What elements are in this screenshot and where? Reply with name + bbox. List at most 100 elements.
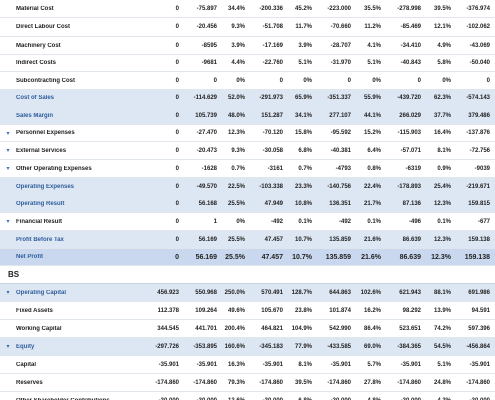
row-label: Operating Capital xyxy=(16,289,67,296)
percent-cell: -85.469 xyxy=(400,24,421,30)
percent-cell: -200.336 xyxy=(259,5,283,12)
value-cell: 4.1% xyxy=(367,42,381,49)
percent-cell: 159.815 xyxy=(468,201,490,207)
value-cell: 0 xyxy=(175,236,179,243)
value-cell: 22.4% xyxy=(363,183,381,190)
percent-cell: 0 xyxy=(279,77,283,84)
value-cell: 104.9% xyxy=(291,325,312,332)
percent-cell: -30.000 xyxy=(248,398,286,400)
value-cell: 24.8% xyxy=(433,379,451,386)
percent-cell: -102.062 xyxy=(466,24,490,30)
percent-cell: -30.000 xyxy=(384,398,424,400)
table-row: Material Cost 0 -75.897 34.4% -200.336 45.2% -… xyxy=(0,0,495,18)
table-row: Capital -35.901 -35.901 16.3% -35.901 8.1% -35… xyxy=(0,356,495,374)
value-cell: 54.5% xyxy=(433,343,451,350)
expand-chevron-icon[interactable]: ▾ xyxy=(6,166,10,172)
value-cell: 86.4% xyxy=(363,325,381,332)
value-cell: 3.9% xyxy=(231,42,245,49)
value-cell: 10.7% xyxy=(294,236,312,243)
percent-cell: 277.107 xyxy=(329,112,351,119)
value-cell: 25.5% xyxy=(227,201,245,207)
row-label: Reserves xyxy=(16,379,43,386)
expand-chevron-icon[interactable]: ▾ xyxy=(6,344,10,350)
value-cell: 0 xyxy=(175,253,179,261)
row-label: Financial Result xyxy=(16,218,63,225)
row-label: Working Capital xyxy=(16,325,62,332)
value-cell: 344.545 xyxy=(157,325,179,332)
row-label: Other Operating Expenses xyxy=(16,165,92,172)
percent-cell: -49.570 xyxy=(196,183,217,190)
percent-cell: -140.756 xyxy=(327,183,351,190)
value-cell: 0 xyxy=(175,130,179,136)
percent-cell: -27.470 xyxy=(196,130,217,136)
value-cell: 0 xyxy=(175,183,179,190)
percent-cell: -8595 xyxy=(201,42,217,49)
percent-cell: 464.821 xyxy=(261,325,283,332)
percent-cell: 159.138 xyxy=(468,236,490,243)
table-row: Fixed Assets 112.378 109.264 49.6% 105.670 23… xyxy=(0,302,495,320)
percent-cell: 691.986 xyxy=(468,289,490,296)
value-cell: 12.3% xyxy=(433,201,451,207)
percent-cell: 105.670 xyxy=(261,307,283,314)
row-label: Operating Result xyxy=(16,201,65,207)
table-row: Operating Expenses 0 -49.570 22.5% -103.338 2… xyxy=(0,178,495,196)
value-cell: 12.3% xyxy=(431,253,451,261)
percent-cell: -35.901 xyxy=(330,361,351,368)
value-cell: 21.6% xyxy=(361,253,381,261)
section-title: BS xyxy=(8,270,20,279)
percent-cell: -223.000 xyxy=(327,5,351,12)
percent-cell: 101.874 xyxy=(329,307,351,314)
value-cell: 79.3% xyxy=(227,379,245,386)
percent-cell: 47.457 xyxy=(264,236,283,243)
row-label: Profit Before Tax xyxy=(16,236,64,243)
percent-cell: 86.639 xyxy=(399,253,421,261)
value-cell: 5.1% xyxy=(367,60,381,66)
value-cell: 0 xyxy=(175,5,179,12)
section-header: BS xyxy=(0,266,495,284)
table-row: Working Capital 344.545 441.701 200.4% 464.8… xyxy=(0,320,495,338)
value-cell: 88.1% xyxy=(433,289,451,296)
percent-cell: 0 xyxy=(417,77,421,84)
percent-cell: -174.860 xyxy=(466,379,490,386)
value-cell: 21.6% xyxy=(363,236,381,243)
value-cell: 0.8% xyxy=(367,165,381,172)
percent-cell: -57.071 xyxy=(400,147,421,154)
row-label: Machinery Cost xyxy=(16,42,61,49)
value-cell: 0% xyxy=(442,77,451,84)
value-cell: 8.1% xyxy=(298,361,312,368)
value-cell: 0.1% xyxy=(367,218,381,225)
expand-chevron-icon[interactable]: ▾ xyxy=(6,219,10,225)
value-cell: 21.7% xyxy=(363,201,381,207)
value-cell: 9.3% xyxy=(231,147,245,154)
value-cell: 10.7% xyxy=(292,253,312,261)
row-label: Indirect Costs xyxy=(16,60,57,66)
percent-cell: 159.138 xyxy=(464,253,490,261)
value-cell: 160.6% xyxy=(224,343,245,350)
row-label: Fixed Assets xyxy=(16,307,53,314)
value-cell: 34.1% xyxy=(294,112,312,119)
row-label: Net Profit xyxy=(16,254,43,260)
value-cell: 0.1% xyxy=(298,218,312,225)
expand-chevron-icon[interactable]: ▾ xyxy=(6,130,10,137)
value-cell: 16.2% xyxy=(363,307,381,314)
value-cell: 0% xyxy=(236,218,245,225)
percent-cell: 56.168 xyxy=(198,201,217,207)
percent-cell: 621.943 xyxy=(399,289,421,296)
value-cell: 16.3% xyxy=(227,361,245,368)
percent-cell: -492 xyxy=(338,218,351,225)
percent-cell: -17.169 xyxy=(262,42,283,49)
table-row: Operating Result 0 56.168 25.5% 47.949 10.8% 1… xyxy=(0,196,495,213)
row-label: Sales Margin xyxy=(16,112,54,119)
percent-cell: -291.973 xyxy=(259,95,283,101)
percent-cell: -30.000 xyxy=(182,398,220,400)
percent-cell: 379.486 xyxy=(468,112,490,119)
row-label: Personnel Expenses xyxy=(16,130,75,136)
expand-chevron-icon[interactable]: ▾ xyxy=(6,290,10,296)
value-cell: 4.9% xyxy=(437,42,451,49)
value-cell: 39.5% xyxy=(433,5,451,12)
table-row: ▾ Personnel Expenses 0 -27.470 12.3% -70.120 1… xyxy=(0,125,495,142)
value-cell: 0.9% xyxy=(437,165,451,172)
value-cell: 0 xyxy=(175,218,179,225)
expand-chevron-icon[interactable]: ▾ xyxy=(6,148,10,154)
